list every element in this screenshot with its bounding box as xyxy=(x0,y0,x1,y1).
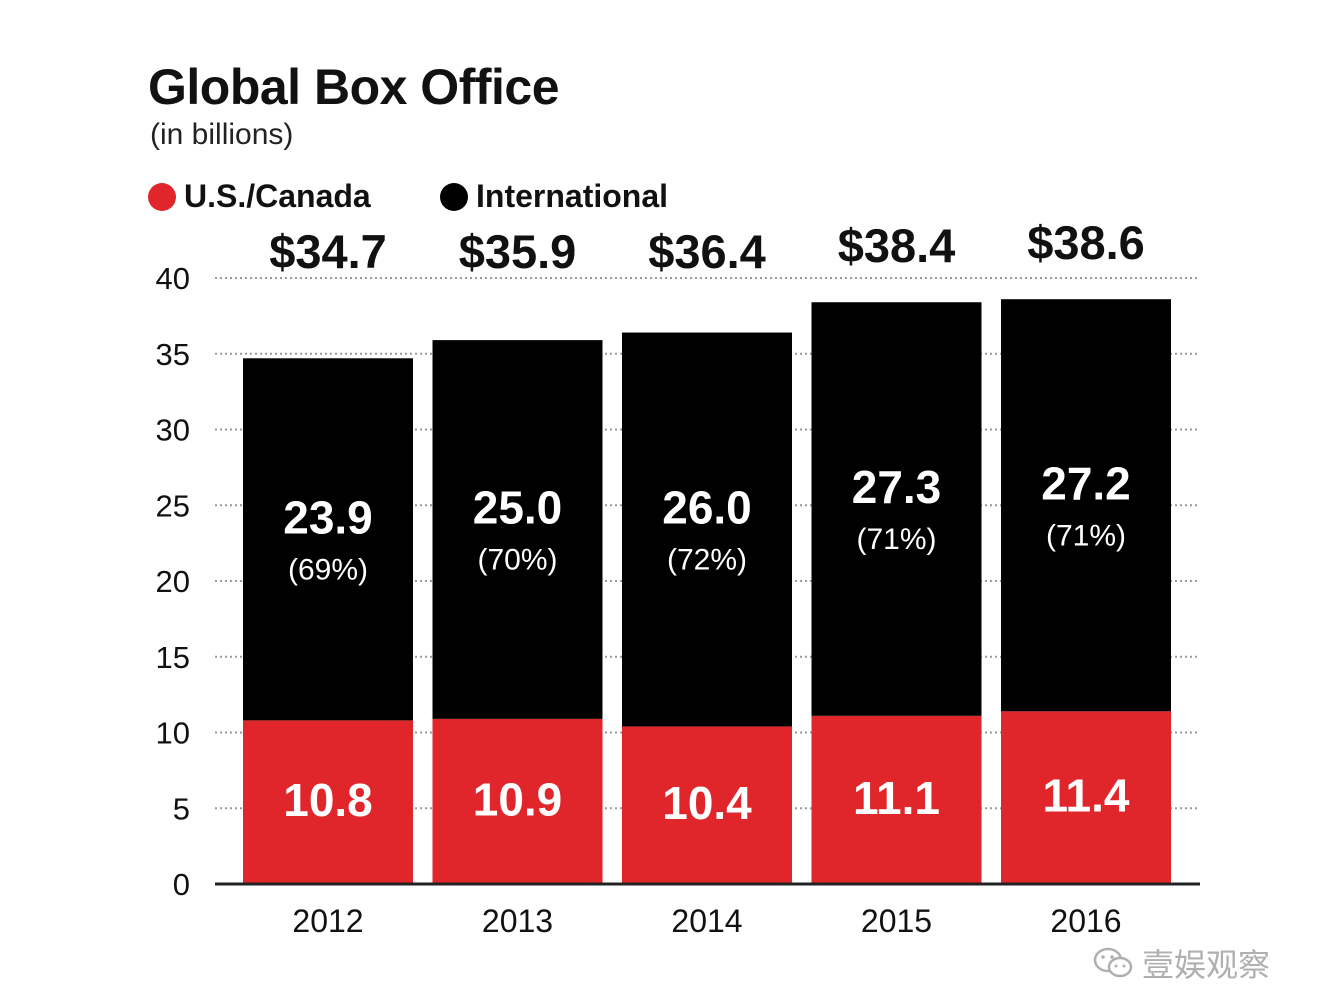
total-label: $35.9 xyxy=(459,225,577,278)
data-label-us-canada: 10.8 xyxy=(283,774,373,826)
data-label-international: 27.3 xyxy=(852,461,942,513)
total-label: $38.4 xyxy=(838,219,956,272)
data-label-international-share: (69%) xyxy=(288,553,368,586)
x-tick-label: 2015 xyxy=(861,903,932,939)
data-label-international-share: (72%) xyxy=(667,543,747,576)
legend-item-international: International xyxy=(440,178,668,215)
watermark-text: 壹娱观察 xyxy=(1141,947,1270,983)
y-tick-label: 30 xyxy=(156,413,190,448)
legend-label-us-canada: U.S./Canada xyxy=(184,178,371,214)
y-tick-label: 35 xyxy=(156,337,190,372)
bar-us-canada xyxy=(1001,711,1171,884)
data-label-international: 27.2 xyxy=(1041,457,1131,509)
bar-us-canada xyxy=(811,715,982,884)
bar-international xyxy=(622,332,792,727)
chart-subtitle: (in billions) xyxy=(150,118,294,151)
bar-international xyxy=(811,302,982,716)
x-tick-label: 2014 xyxy=(671,903,742,939)
legend-swatch-international xyxy=(440,182,468,211)
bar-international xyxy=(1001,299,1171,712)
data-label-us-canada: 11.1 xyxy=(853,772,940,824)
y-tick-label: 5 xyxy=(173,791,190,826)
watermark: 壹娱观察 xyxy=(1092,940,1270,986)
total-label: $34.7 xyxy=(269,225,387,278)
total-label: $38.6 xyxy=(1027,216,1145,269)
data-label-international-share: (71%) xyxy=(1046,519,1126,552)
chart-title: Global Box Office xyxy=(148,59,560,115)
legend-label-international: International xyxy=(476,178,669,214)
y-tick-label: 40 xyxy=(156,261,190,296)
bar-international xyxy=(432,340,603,719)
y-tick-label: 0 xyxy=(173,867,190,902)
data-label-us-canada: 10.9 xyxy=(473,773,563,825)
y-tick-label: 15 xyxy=(156,640,190,675)
y-tick-label: 10 xyxy=(156,716,190,751)
bar-us-canada xyxy=(243,720,413,884)
x-tick-label: 2016 xyxy=(1050,903,1121,939)
bar-us-canada xyxy=(622,726,792,884)
x-tick-label: 2012 xyxy=(292,903,363,939)
data-label-us-canada: 11.4 xyxy=(1043,770,1130,822)
data-label-international: 23.9 xyxy=(283,491,373,543)
wechat-icon xyxy=(1093,947,1133,978)
bar-us-canada xyxy=(432,718,603,884)
total-label: $36.4 xyxy=(648,225,766,278)
legend-swatch-us-canada xyxy=(148,182,176,211)
data-label-international: 25.0 xyxy=(473,481,563,533)
bar-international xyxy=(243,358,413,721)
data-label-us-canada: 10.4 xyxy=(662,777,752,829)
y-tick-label: 20 xyxy=(156,564,190,599)
data-label-international-share: (70%) xyxy=(477,543,557,576)
data-label-international-share: (71%) xyxy=(856,523,936,556)
y-tick-label: 25 xyxy=(156,488,190,523)
data-label-international: 26.0 xyxy=(662,481,752,533)
x-tick-label: 2013 xyxy=(482,903,553,939)
legend-item-us-canada: U.S./Canada xyxy=(148,178,371,215)
